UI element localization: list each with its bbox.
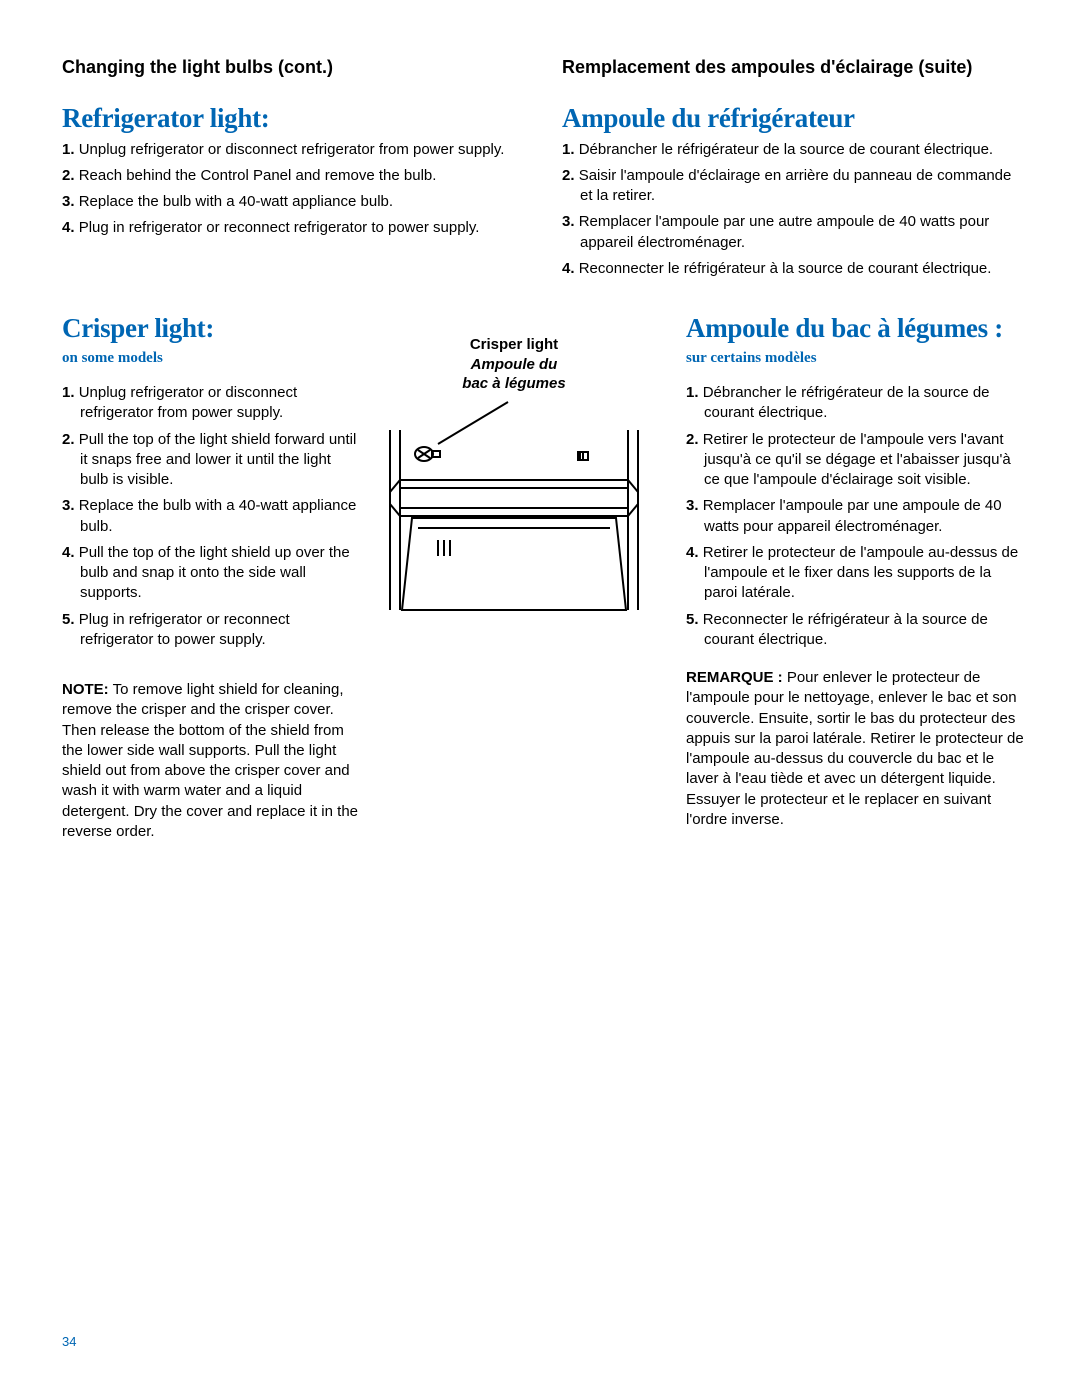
list-item: 3. Remplacer l'ampoule par une autre amp…: [562, 212, 1026, 253]
refrigerator-light-steps: 1. Unplug refrigerator or disconnect ref…: [62, 140, 526, 239]
list-item: 5. Plug in refrigerator or reconnect ref…: [62, 610, 358, 651]
refrigerator-light-title: Refrigerator light:: [62, 103, 526, 134]
figure-label-en: Crisper light: [378, 335, 650, 355]
list-item: 3. Replace the bulb with a 40-watt appli…: [62, 192, 526, 212]
section-head-left: Changing the light bulbs (cont.): [62, 56, 526, 79]
crisper-light-subtitle: on some models: [62, 350, 358, 367]
ampoule-bac-title: Ampoule du bac à légumes :: [686, 313, 1026, 344]
list-item: 4. Retirer le protecteur de l'ampoule au…: [686, 543, 1026, 604]
list-item: 2. Retirer le protecteur de l'ampoule ve…: [686, 430, 1026, 491]
left-column: Changing the light bulbs (cont.) Refrige…: [62, 56, 526, 285]
note-label: NOTE:: [62, 681, 109, 698]
list-item: 1. Débrancher le réfrigérateur de la sou…: [686, 383, 1026, 424]
ampoule-bac-steps: 1. Débrancher le réfrigérateur de la sou…: [686, 383, 1026, 650]
list-item: 1. Unplug refrigerator or disconnect ref…: [62, 140, 526, 160]
list-item: 2. Saisir l'ampoule d'éclairage en arriè…: [562, 166, 1026, 207]
list-item: 2. Reach behind the Control Panel and re…: [62, 166, 526, 186]
page-number: 34: [62, 1334, 76, 1349]
list-item: 1. Débrancher le réfrigérateur de la sou…: [562, 140, 1026, 160]
ampoule-bac-subtitle: sur certains modèles: [686, 350, 1026, 367]
figure-label: Crisper light Ampoule du bac à légumes: [378, 335, 650, 394]
crisper-light-title: Crisper light:: [62, 313, 358, 344]
section-head-right: Remplacement des ampoules d'éclairage (s…: [562, 56, 1026, 79]
figure-label-fr2: bac à légumes: [378, 374, 650, 394]
ampoule-refrig-title: Ampoule du réfrigérateur: [562, 103, 1026, 134]
ampoule-note: REMARQUE : Pour enlever le protecteur de…: [686, 668, 1026, 830]
crisper-note: NOTE: To remove light shield for cleanin…: [62, 680, 358, 842]
list-item: 2. Pull the top of the light shield forw…: [62, 430, 358, 491]
note-label: REMARQUE :: [686, 669, 783, 686]
figure-column: Crisper light Ampoule du bac à légumes: [378, 313, 650, 842]
list-item: 3. Remplacer l'ampoule par une ampoule d…: [686, 496, 1026, 537]
crisper-light-steps: 1. Unplug refrigerator or disconnect ref…: [62, 383, 358, 650]
list-item: 4. Plug in refrigerator or reconnect ref…: [62, 218, 526, 238]
list-item: 1. Unplug refrigerator or disconnect ref…: [62, 383, 358, 424]
note-body: To remove light shield for cleaning, rem…: [62, 681, 358, 840]
list-item: 5. Reconnecter le réfrigérateur à la sou…: [686, 610, 1026, 651]
right-column: Remplacement des ampoules d'éclairage (s…: [562, 56, 1026, 285]
crisper-light-section: Crisper light: on some models 1. Unplug …: [62, 313, 358, 842]
ampoule-refrig-steps: 1. Débrancher le réfrigérateur de la sou…: [562, 140, 1026, 280]
list-item: 4. Pull the top of the light shield up o…: [62, 543, 358, 604]
list-item: 3. Replace the bulb with a 40-watt appli…: [62, 496, 358, 537]
note-body: Pour enlever le protecteur de l'ampoule …: [686, 669, 1024, 828]
list-item: 4. Reconnecter le réfrigérateur à la sou…: [562, 259, 1026, 279]
crisper-diagram-icon: [378, 400, 650, 630]
figure-label-fr1: Ampoule du: [378, 355, 650, 375]
ampoule-bac-section: Ampoule du bac à légumes : sur certains …: [686, 313, 1026, 842]
